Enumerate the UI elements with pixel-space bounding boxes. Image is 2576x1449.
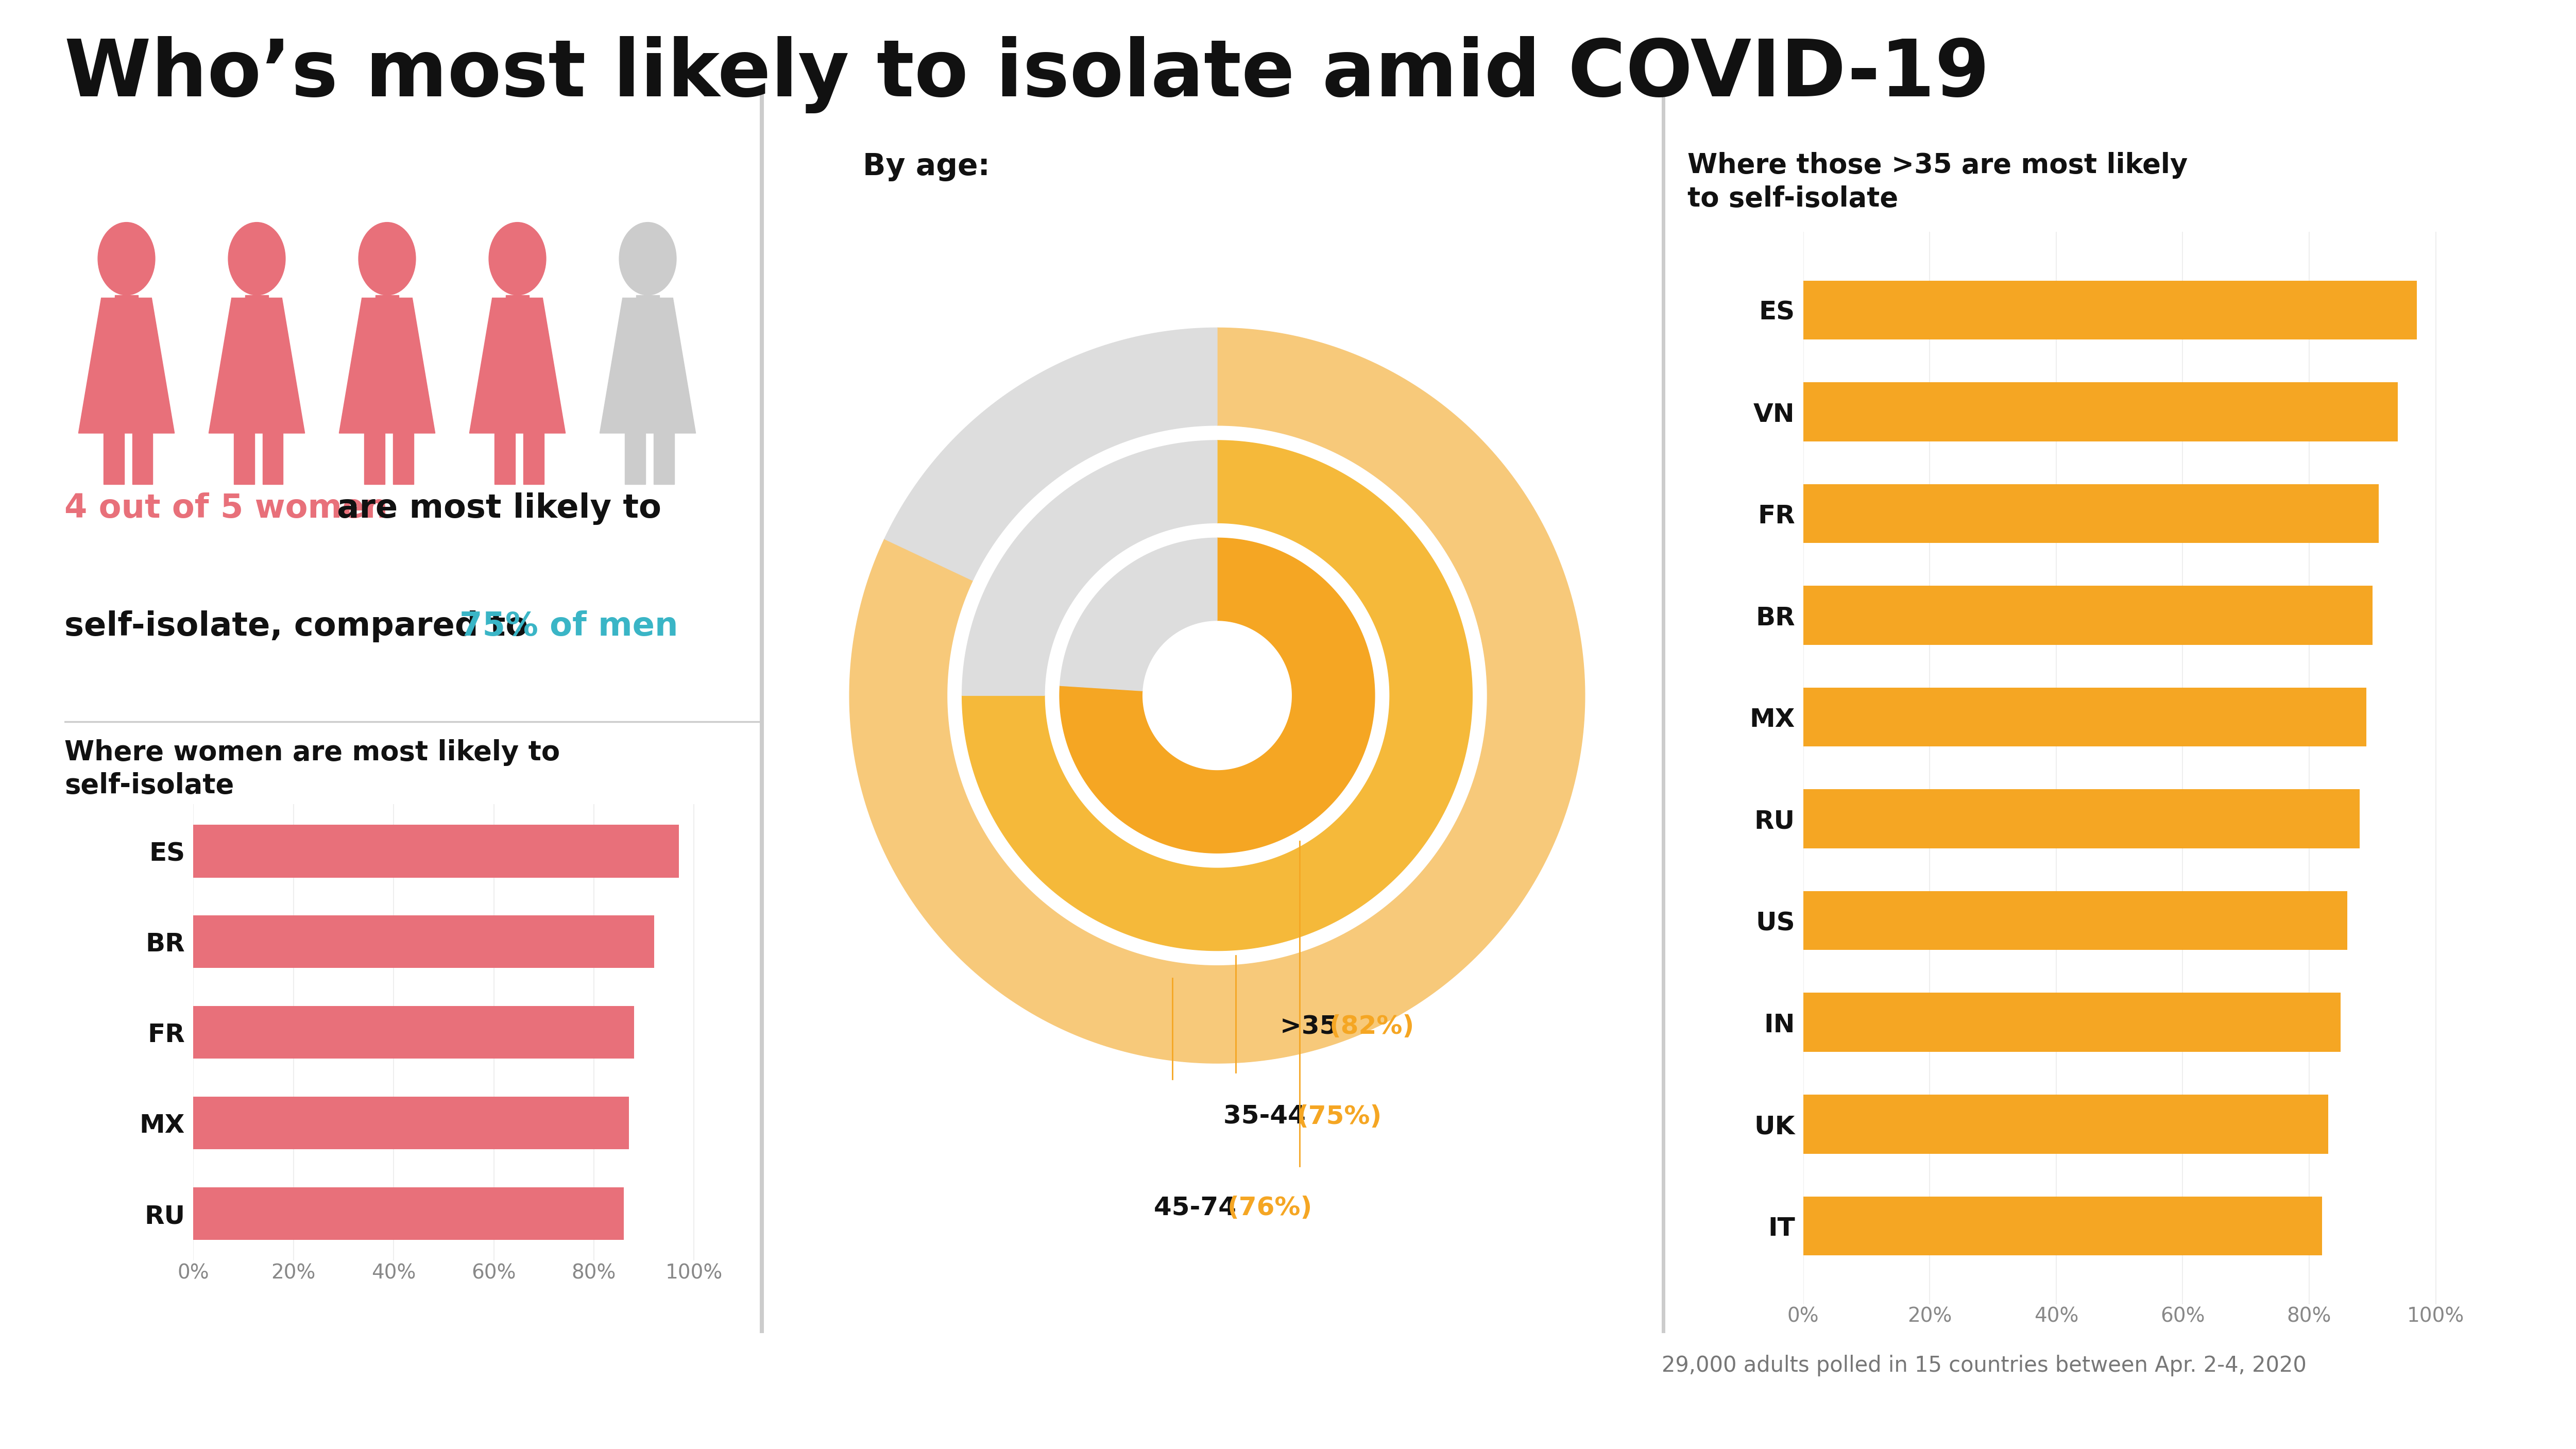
Text: (76%): (76%) bbox=[1229, 1195, 1314, 1220]
Polygon shape bbox=[77, 298, 175, 433]
Polygon shape bbox=[1059, 538, 1376, 853]
Text: Who’s most likely to isolate amid COVID-19: Who’s most likely to isolate amid COVID-… bbox=[64, 36, 1989, 113]
Polygon shape bbox=[654, 433, 675, 484]
Polygon shape bbox=[523, 433, 544, 484]
Polygon shape bbox=[505, 296, 528, 298]
Circle shape bbox=[229, 222, 286, 296]
Text: 4 out of 5 women: 4 out of 5 women bbox=[64, 493, 389, 525]
Circle shape bbox=[489, 222, 546, 296]
Polygon shape bbox=[263, 433, 283, 484]
Bar bbox=[1803, 1094, 2329, 1153]
Bar bbox=[1803, 790, 2360, 848]
Circle shape bbox=[618, 222, 677, 296]
Bar bbox=[1803, 1197, 2321, 1255]
Circle shape bbox=[98, 222, 155, 296]
Polygon shape bbox=[116, 296, 139, 298]
Polygon shape bbox=[131, 433, 152, 484]
Text: By age:: By age: bbox=[863, 152, 989, 181]
Text: 45-74: 45-74 bbox=[1154, 1195, 1244, 1220]
Polygon shape bbox=[103, 433, 124, 484]
Bar bbox=[1803, 993, 2342, 1052]
Bar bbox=[193, 1097, 629, 1149]
Polygon shape bbox=[600, 298, 696, 433]
Text: >35: >35 bbox=[1280, 1014, 1347, 1039]
Text: Where women are most likely to
self-isolate: Where women are most likely to self-isol… bbox=[64, 739, 559, 798]
Bar bbox=[193, 916, 654, 968]
Text: 29,000 adults polled in 15 countries between Apr. 2-4, 2020: 29,000 adults polled in 15 countries bet… bbox=[1662, 1355, 2306, 1377]
Circle shape bbox=[358, 222, 415, 296]
Polygon shape bbox=[1059, 538, 1216, 691]
Bar bbox=[1803, 281, 2416, 339]
Polygon shape bbox=[209, 298, 304, 433]
Polygon shape bbox=[961, 440, 1216, 696]
Text: (75%): (75%) bbox=[1298, 1104, 1383, 1129]
Polygon shape bbox=[961, 440, 1473, 951]
Polygon shape bbox=[495, 433, 515, 484]
Polygon shape bbox=[376, 296, 399, 298]
Polygon shape bbox=[636, 296, 659, 298]
Polygon shape bbox=[626, 433, 647, 484]
Polygon shape bbox=[884, 327, 1216, 581]
Text: Where those >35 are most likely
to self-isolate: Where those >35 are most likely to self-… bbox=[1687, 152, 2187, 212]
Polygon shape bbox=[234, 433, 255, 484]
Text: 75% of men: 75% of men bbox=[459, 610, 677, 642]
Bar bbox=[1803, 383, 2398, 442]
Bar bbox=[193, 824, 680, 878]
Bar bbox=[1803, 891, 2347, 951]
Bar bbox=[1803, 688, 2367, 746]
Bar bbox=[193, 1006, 634, 1059]
Polygon shape bbox=[392, 433, 412, 484]
Bar bbox=[1803, 585, 2372, 645]
Polygon shape bbox=[363, 433, 384, 484]
Text: 35-44: 35-44 bbox=[1224, 1104, 1314, 1129]
Bar bbox=[193, 1187, 623, 1240]
Polygon shape bbox=[245, 296, 268, 298]
Text: self-isolate, compared to: self-isolate, compared to bbox=[64, 610, 538, 642]
Bar bbox=[1803, 484, 2378, 543]
Polygon shape bbox=[340, 298, 435, 433]
Polygon shape bbox=[850, 327, 1584, 1064]
Polygon shape bbox=[469, 298, 564, 433]
Text: ipsos: ipsos bbox=[2450, 1355, 2517, 1377]
Text: (82%): (82%) bbox=[1329, 1014, 1414, 1039]
Text: are most likely to: are most likely to bbox=[325, 493, 662, 525]
